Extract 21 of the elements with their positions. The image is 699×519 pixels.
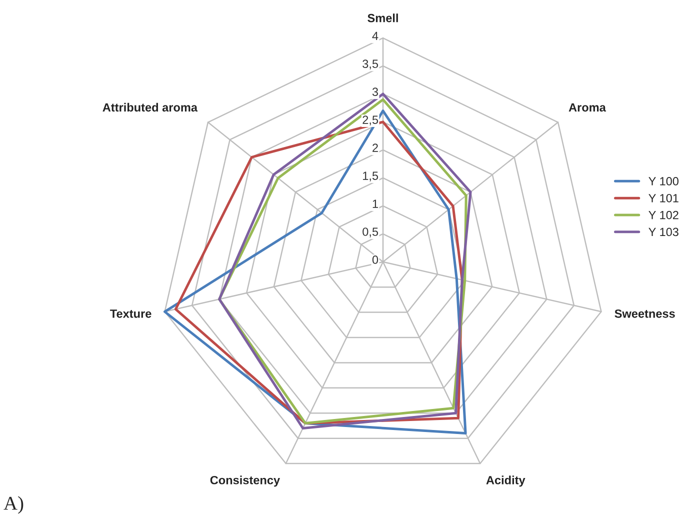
y-tick-label: 2	[372, 144, 378, 152]
legend-label: Y 102	[648, 210, 678, 220]
spoke-label: Texture	[110, 310, 152, 318]
y-tick-label: 0,5	[362, 228, 378, 238]
y-tick-label: 2,5	[362, 116, 378, 126]
spoke-label: Aroma	[568, 103, 606, 112]
y-tick-label: 1,5	[363, 172, 378, 182]
legend-label: Y 100	[648, 177, 678, 186]
legend-label: Y 101	[648, 194, 678, 202]
y-tick-label: 3	[372, 88, 378, 96]
legend-label: Y 103	[648, 228, 678, 236]
spoke-label: Attributed aroma	[102, 102, 198, 112]
y-tick-label: 4	[372, 32, 378, 40]
spoke-label: Consistency	[210, 476, 280, 487]
text: A)	[4, 496, 24, 514]
spoke-label: Smell	[368, 14, 398, 22]
y-tick-label: 3,5	[362, 60, 378, 70]
y-tick-label: 1	[372, 200, 378, 208]
spoke-label: Sweetness	[614, 309, 675, 318]
spoke-label: Acidity	[486, 476, 526, 487]
y-tick-label: 0	[372, 256, 378, 264]
